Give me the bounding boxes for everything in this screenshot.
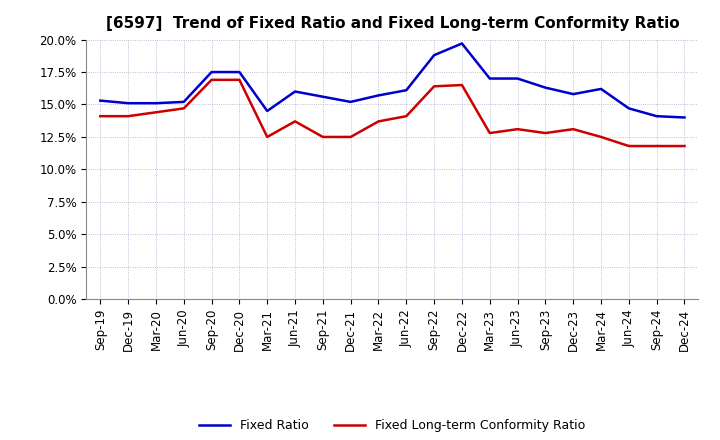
Fixed Ratio [263, 108, 271, 114]
Fixed Ratio [541, 85, 550, 90]
Fixed Long-term Conformity Ratio [207, 77, 216, 82]
Fixed Long-term Conformity Ratio [152, 110, 161, 115]
Fixed Ratio [402, 88, 410, 93]
Fixed Ratio [152, 101, 161, 106]
Fixed Long-term Conformity Ratio [513, 127, 522, 132]
Fixed Ratio [458, 41, 467, 46]
Fixed Long-term Conformity Ratio [96, 114, 104, 119]
Fixed Ratio [179, 99, 188, 105]
Fixed Long-term Conformity Ratio [179, 106, 188, 111]
Fixed Ratio [291, 89, 300, 94]
Fixed Long-term Conformity Ratio [402, 114, 410, 119]
Fixed Long-term Conformity Ratio [374, 119, 383, 124]
Fixed Long-term Conformity Ratio [597, 134, 606, 139]
Fixed Ratio [96, 98, 104, 103]
Fixed Long-term Conformity Ratio [263, 134, 271, 139]
Fixed Ratio [207, 70, 216, 75]
Fixed Ratio [652, 114, 661, 119]
Fixed Ratio [318, 94, 327, 99]
Fixed Ratio [569, 92, 577, 97]
Fixed Ratio [597, 86, 606, 92]
Fixed Long-term Conformity Ratio [291, 119, 300, 124]
Line: Fixed Long-term Conformity Ratio: Fixed Long-term Conformity Ratio [100, 80, 685, 146]
Fixed Ratio [485, 76, 494, 81]
Fixed Ratio [235, 70, 243, 75]
Fixed Long-term Conformity Ratio [124, 114, 132, 119]
Fixed Ratio [680, 115, 689, 120]
Fixed Ratio [430, 52, 438, 58]
Fixed Ratio [513, 76, 522, 81]
Fixed Long-term Conformity Ratio [485, 130, 494, 136]
Title: [6597]  Trend of Fixed Ratio and Fixed Long-term Conformity Ratio: [6597] Trend of Fixed Ratio and Fixed Lo… [106, 16, 679, 32]
Fixed Long-term Conformity Ratio [569, 127, 577, 132]
Fixed Long-term Conformity Ratio [235, 77, 243, 82]
Fixed Long-term Conformity Ratio [541, 130, 550, 136]
Fixed Ratio [374, 93, 383, 98]
Legend: Fixed Ratio, Fixed Long-term Conformity Ratio: Fixed Ratio, Fixed Long-term Conformity … [194, 414, 590, 437]
Fixed Ratio [124, 101, 132, 106]
Fixed Long-term Conformity Ratio [624, 143, 633, 149]
Fixed Ratio [346, 99, 355, 105]
Fixed Long-term Conformity Ratio [346, 134, 355, 139]
Fixed Long-term Conformity Ratio [680, 143, 689, 149]
Fixed Long-term Conformity Ratio [430, 84, 438, 89]
Fixed Ratio [624, 106, 633, 111]
Fixed Long-term Conformity Ratio [652, 143, 661, 149]
Fixed Long-term Conformity Ratio [458, 82, 467, 88]
Fixed Long-term Conformity Ratio [318, 134, 327, 139]
Line: Fixed Ratio: Fixed Ratio [100, 44, 685, 117]
